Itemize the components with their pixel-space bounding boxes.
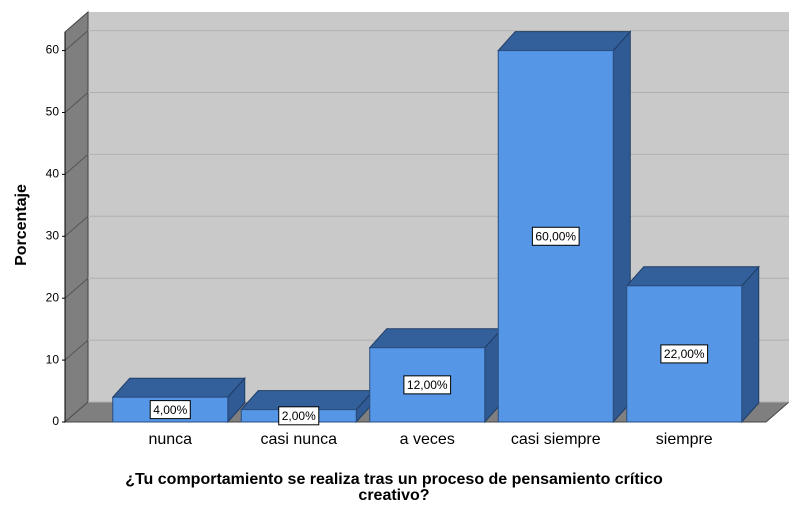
grid-line	[64, 215, 89, 237]
grid-line	[64, 401, 89, 423]
value-label-box	[278, 406, 320, 426]
value-label: 2,00%	[282, 409, 316, 423]
grid-line	[64, 277, 89, 299]
value-label-box	[531, 226, 580, 246]
value-label-box	[149, 400, 191, 420]
value-label: 4,00%	[153, 403, 187, 417]
grid-line	[64, 30, 89, 51]
grid-line	[64, 339, 89, 361]
y-axis-title: Porcentaje	[13, 184, 30, 266]
y-tick-label: 10	[46, 352, 60, 366]
left-wall	[64, 10, 89, 424]
x-tick-label: casi siempre	[511, 431, 601, 448]
grid-line	[64, 154, 89, 175]
value-label: 12,00%	[407, 378, 448, 392]
bar	[626, 285, 743, 423]
y-tick-label: 60	[46, 43, 60, 57]
bar-side	[741, 265, 760, 424]
bar-top	[497, 31, 632, 52]
y-tick-label: 50	[46, 105, 60, 119]
bar-top	[625, 266, 760, 287]
y-tick-label: 20	[46, 290, 60, 304]
y-tick-label: 40	[46, 167, 60, 181]
x-tick-label: siempre	[656, 431, 713, 448]
grid-line	[64, 92, 89, 113]
x-tick-label: a veces	[400, 431, 455, 448]
x-axis-title: ¿Tu comportamiento se realiza tras un pr…	[125, 471, 663, 504]
y-tick-label: 30	[46, 228, 60, 242]
value-label: 22,00%	[664, 347, 705, 361]
value-label: 60,00%	[535, 229, 576, 243]
value-label-box	[403, 375, 452, 395]
value-label-box	[660, 344, 709, 364]
y-tick-label: 0	[52, 414, 59, 428]
x-tick-label: nunca	[148, 431, 192, 448]
bar-top	[111, 377, 246, 398]
x-tick-label: casi nunca	[261, 431, 338, 448]
bar-top	[368, 328, 503, 349]
